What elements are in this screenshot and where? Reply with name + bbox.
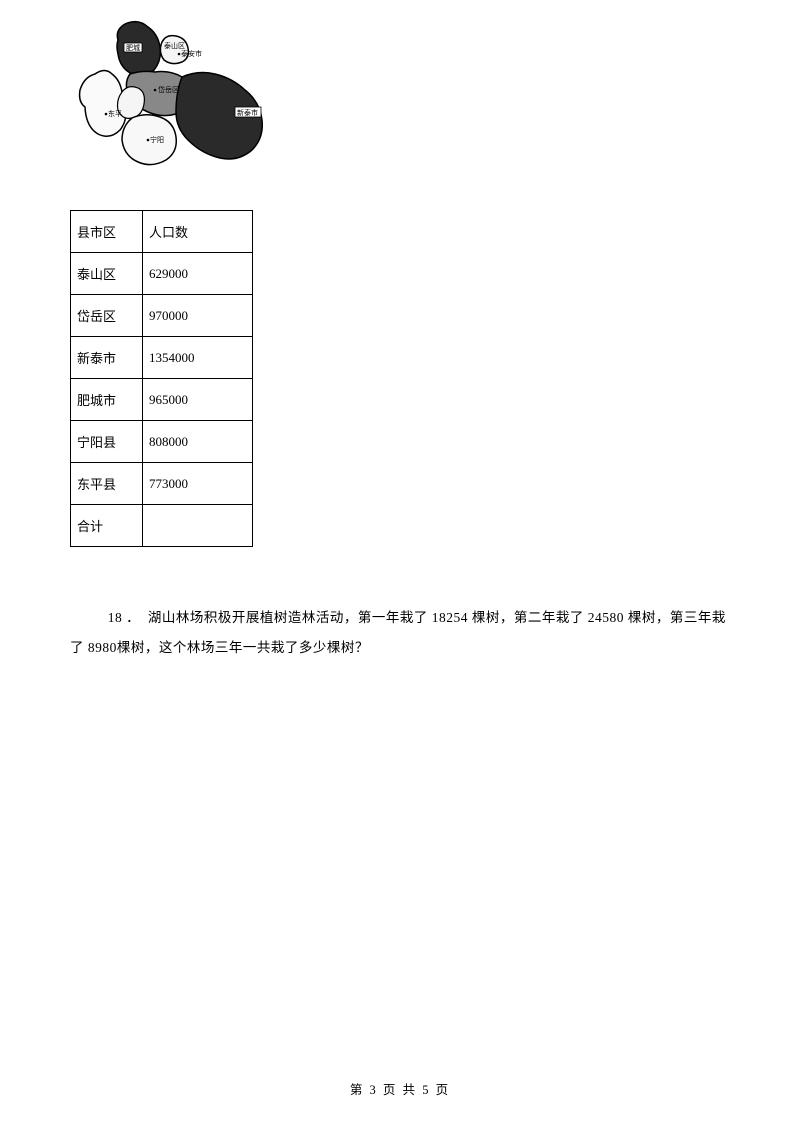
cell-pop: 773000: [143, 463, 253, 505]
cell-pop: 1354000: [143, 337, 253, 379]
table-header-row: 县市区 人口数: [71, 211, 253, 253]
cell-pop: 970000: [143, 295, 253, 337]
footer-mid: 页 共: [383, 1083, 417, 1097]
map-label-dongping: 东平: [108, 109, 122, 118]
map-label-daiyue: 岱岳区: [158, 85, 179, 94]
cell-region: 宁阳县: [71, 421, 143, 463]
table-row: 泰山区 629000: [71, 253, 253, 295]
footer-current: 3: [370, 1083, 378, 1097]
map-label-taian: 泰安市: [181, 49, 202, 58]
table-row: 东平县 773000: [71, 463, 253, 505]
table-row: 宁阳县 808000: [71, 421, 253, 463]
cell-region: 肥城市: [71, 379, 143, 421]
cell-pop: 965000: [143, 379, 253, 421]
map-label-feicheng: 肥城: [126, 44, 140, 52]
map-label-xintai: 新泰市: [237, 108, 258, 117]
city-dot: [105, 113, 108, 116]
question-dot: ．: [126, 610, 140, 625]
city-dot: [154, 89, 157, 92]
table-row: 岱岳区 970000: [71, 295, 253, 337]
question-text: 湖山林场积极开展植树造林活动，第一年栽了 18254 棵树，第二年栽了 2458…: [70, 610, 726, 655]
question-18: 18 ． 湖山林场积极开展植树造林活动，第一年栽了 18254 棵树，第二年栽了…: [70, 603, 730, 662]
city-dot: [147, 139, 150, 142]
cell-pop: [143, 505, 253, 547]
table-row: 肥城市 965000: [71, 379, 253, 421]
question-number: 18: [108, 610, 123, 625]
table-row-total: 合计: [71, 505, 253, 547]
cell-pop: 629000: [143, 253, 253, 295]
city-dot: [178, 53, 181, 56]
map-label-taishan: 泰山区: [164, 41, 185, 50]
page-footer: 第 3 页 共 5 页: [0, 1079, 800, 1098]
header-pop: 人口数: [143, 211, 253, 253]
map-figure: 肥城 泰山区 泰安市 岱岳区 东平 宁阳 新泰市: [70, 12, 290, 202]
population-table: 县市区 人口数 泰山区 629000 岱岳区 970000 新泰市 135400…: [70, 210, 253, 547]
cell-pop: 808000: [143, 421, 253, 463]
footer-suffix: 页: [436, 1083, 451, 1097]
cell-region: 新泰市: [71, 337, 143, 379]
footer-prefix: 第: [350, 1083, 365, 1097]
cell-region: 泰山区: [71, 253, 143, 295]
map-label-ningyang: 宁阳: [150, 135, 164, 144]
table-row: 新泰市 1354000: [71, 337, 253, 379]
footer-total: 5: [422, 1083, 430, 1097]
header-region: 县市区: [71, 211, 143, 253]
cell-region: 合计: [71, 505, 143, 547]
cell-region: 岱岳区: [71, 295, 143, 337]
map-svg: 肥城 泰山区 泰安市 岱岳区 东平 宁阳 新泰市: [70, 12, 290, 202]
cell-region: 东平县: [71, 463, 143, 505]
